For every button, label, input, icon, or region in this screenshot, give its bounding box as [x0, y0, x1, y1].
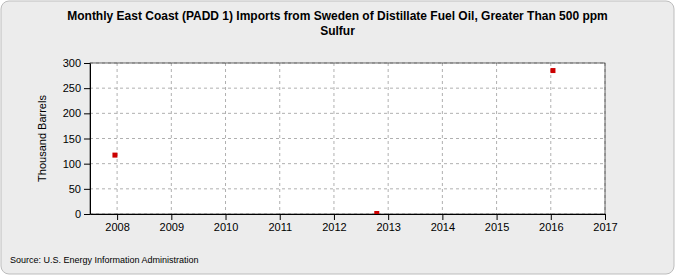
x-tick-label: 2017 — [593, 221, 617, 233]
point — [374, 211, 379, 214]
grid-line — [333, 63, 334, 214]
grid-line — [496, 63, 497, 214]
x-tick-label: 2011 — [268, 221, 292, 233]
grid-line — [388, 63, 389, 214]
y-tick-label: 200 — [63, 107, 81, 119]
x-tick-label: 2014 — [431, 221, 455, 233]
grid-line — [90, 138, 605, 139]
y-axis-title: Thousand Barrels — [36, 95, 48, 182]
x-tick-label: 2009 — [160, 221, 184, 233]
grid-line — [90, 163, 605, 164]
point — [112, 153, 117, 158]
x-tick-mark — [280, 214, 281, 220]
x-tick-mark — [334, 214, 335, 220]
x-tick: 2014 — [431, 214, 455, 233]
grid-line — [279, 63, 280, 214]
plot-frame — [90, 63, 605, 214]
x-tick-mark — [117, 214, 118, 220]
x-tick: 2017 — [593, 214, 617, 233]
x-tick: 2013 — [376, 214, 400, 233]
x-tick-mark — [171, 214, 172, 220]
x-tick: 2012 — [322, 214, 346, 233]
grid-line — [442, 63, 443, 214]
y-tick-mark — [84, 88, 90, 89]
grid-line — [90, 88, 605, 89]
x-tick-label: 2008 — [105, 221, 129, 233]
x-tick-mark — [605, 214, 606, 220]
y-axis: 0 50 100 150 200 250 300 — [63, 57, 91, 220]
x-tick: 2008 — [105, 214, 129, 233]
y-tick-mark — [84, 113, 90, 114]
title: Monthly East Coast (PADD 1) Imports from… — [67, 9, 608, 38]
title-line: Monthly East Coast (PADD 1) Imports from… — [67, 9, 608, 23]
y-tick-label: 250 — [63, 82, 81, 94]
plot-area — [90, 63, 605, 214]
y-tick-mark — [84, 214, 90, 215]
point — [550, 68, 555, 73]
x-tick-mark — [551, 214, 552, 220]
x-tick: 2015 — [485, 214, 509, 233]
x-tick-mark — [497, 214, 498, 220]
x-tick: 2011 — [268, 214, 292, 233]
x-tick-mark — [442, 214, 443, 220]
y-tick-mark — [84, 139, 90, 140]
y-tick-mark — [84, 189, 90, 190]
y-tick-label: 0 — [75, 208, 81, 220]
x-axis: 2008 2009 2010 2011 2012 2013 2014 2015 2016 2017 — [91, 214, 618, 233]
y-tick: 0 — [75, 208, 90, 220]
y-tick-mark — [84, 164, 90, 165]
y-tick-label: 50 — [69, 183, 81, 195]
y-tick: 50 — [69, 183, 90, 195]
x-tick: 2009 — [160, 214, 184, 233]
x-tick-label: 2013 — [376, 221, 400, 233]
y-tick: 150 — [63, 133, 90, 145]
y-tick-mark — [84, 63, 90, 64]
grid-line — [171, 63, 172, 214]
x-tick-label: 2012 — [322, 221, 346, 233]
y-tick-label: 150 — [63, 133, 81, 145]
x-tick-mark — [226, 214, 227, 220]
y-tick: 250 — [63, 82, 90, 94]
y-tick-label: 100 — [63, 158, 81, 170]
grid-line — [117, 63, 118, 214]
source-note: Source: U.S. Energy Information Administ… — [10, 255, 199, 265]
title-line: Sulfur — [320, 24, 355, 38]
y-tick-label: 300 — [63, 57, 81, 69]
points — [112, 68, 555, 214]
chart: Monthly East Coast (PADD 1) Imports from… — [0, 0, 675, 275]
grid-line — [550, 63, 551, 214]
x-tick: 2010 — [214, 214, 238, 233]
grid-line — [90, 113, 605, 114]
x-tick-label: 2010 — [214, 221, 238, 233]
background — [1, 1, 674, 274]
y-tick: 300 — [63, 57, 90, 69]
grid — [90, 63, 605, 214]
x-tick-label: 2015 — [485, 221, 509, 233]
x-tick: 2016 — [539, 214, 563, 233]
y-tick: 200 — [63, 107, 90, 119]
x-tick-mark — [388, 214, 389, 220]
grid-line — [90, 188, 605, 189]
y-tick: 100 — [63, 158, 90, 170]
grid-line — [225, 63, 226, 214]
x-tick-label: 2016 — [539, 221, 563, 233]
